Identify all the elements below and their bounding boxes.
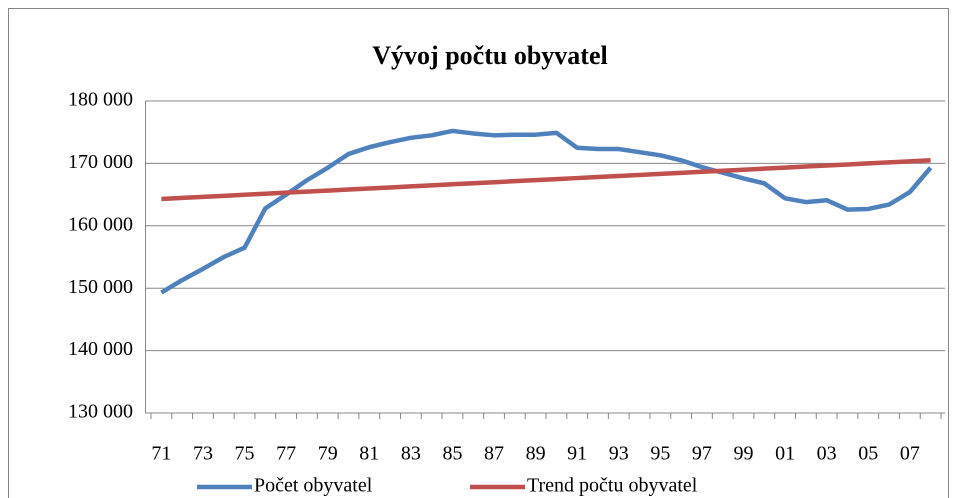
x-tick-label: 87 <box>484 443 504 465</box>
x-tick-label: 89 <box>526 443 546 465</box>
x-tick-label: 95 <box>650 443 670 465</box>
x-tick-label: 93 <box>609 443 629 465</box>
y-tick-label: 180 000 <box>68 89 133 111</box>
y-tick-label: 130 000 <box>68 401 133 423</box>
series-line <box>161 158 931 202</box>
x-tick-label: 85 <box>442 443 462 465</box>
x-tick-label: 81 <box>359 443 379 465</box>
x-tick-label: 77 <box>276 443 296 465</box>
x-tick-label: 91 <box>567 443 587 465</box>
legend-label: Počet obyvatel <box>254 475 373 497</box>
chart-border <box>8 8 949 498</box>
x-tick-label: 79 <box>318 443 338 465</box>
x-tick-label: 71 <box>151 443 171 465</box>
x-tick-label: 75 <box>235 443 255 465</box>
y-tick-label: 150 000 <box>68 276 133 298</box>
x-tick-label: 73 <box>193 443 213 465</box>
y-tick-label: 160 000 <box>68 213 133 235</box>
y-tick-label: 140 000 <box>68 338 133 360</box>
y-tick-label: 170 000 <box>68 151 133 173</box>
x-tick-label: 01 <box>775 443 795 465</box>
legend-label: Trend počtu obyvatel <box>527 475 698 497</box>
x-tick-label: 99 <box>734 443 754 465</box>
chart-title: Vývoj počtu obyvatel <box>372 41 607 70</box>
x-tick-label: 05 <box>858 443 878 465</box>
x-tick-label: 03 <box>817 443 837 465</box>
x-tick-label: 07 <box>900 443 920 465</box>
x-tick-label: 97 <box>692 443 712 465</box>
x-tick-label: 83 <box>401 443 421 465</box>
